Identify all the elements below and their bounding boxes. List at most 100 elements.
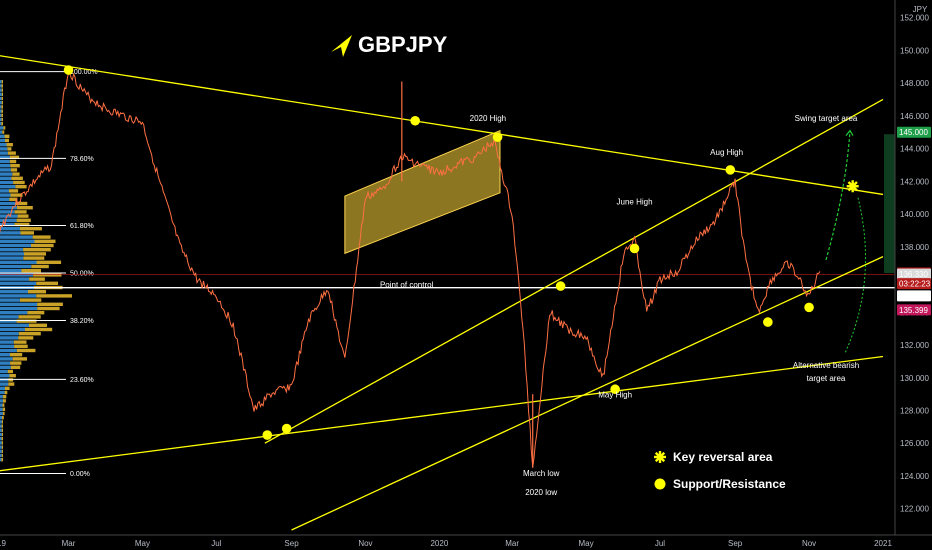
- volume-bar-buy: [0, 138, 5, 143]
- volume-bar-sell: [13, 180, 25, 185]
- volume-bar-buy: [0, 390, 5, 395]
- time-tick-label: Mar: [62, 539, 76, 548]
- volume-bar-buy: [0, 294, 37, 298]
- volume-bar-sell: [10, 193, 23, 197]
- volume-bar-buy: [0, 117, 2, 122]
- volume-bar-buy: [0, 399, 3, 403]
- annotation-label: 2020 High: [470, 114, 506, 123]
- volume-bar-sell: [36, 294, 72, 298]
- price-tag-label: 135.717: [899, 292, 928, 301]
- long-support-line: [0, 355, 884, 472]
- volume-bar-buy: [0, 332, 19, 336]
- annotation-label: Aug High: [710, 148, 743, 157]
- volume-bar-buy: [0, 420, 2, 424]
- price-tag-box: [897, 126, 931, 138]
- volume-bar-buy: [0, 231, 21, 235]
- volume-bar-buy: [0, 176, 12, 180]
- volume-bar-buy: [0, 437, 2, 441]
- volume-bar-sell: [8, 382, 15, 386]
- support-resistance-dot: [410, 115, 420, 126]
- volume-bar-buy: [0, 432, 2, 437]
- volume-bar-buy: [0, 344, 15, 348]
- volume-bar-buy: [0, 302, 38, 306]
- volume-bar-sell: [1, 92, 3, 96]
- rising-trendline: [264, 98, 884, 444]
- volume-bar-buy: [0, 84, 2, 88]
- volume-bar-buy: [0, 386, 5, 390]
- volume-bar-sell: [5, 138, 9, 143]
- price-tick-label: 140.000: [900, 210, 929, 219]
- volume-bar-sell: [1, 449, 3, 453]
- volume-bar-sell: [10, 353, 23, 357]
- volume-bar-sell: [20, 227, 42, 231]
- time-axis[interactable]: 2019 Mar May Jul Sep Nov 2020 Mar May Jul Sep Nov 20…: [0, 534, 932, 548]
- legend-label: Support/Resistance: [673, 477, 786, 491]
- price-tick-label: 148.000: [900, 79, 929, 88]
- volume-bar-sell: [12, 357, 27, 361]
- volume-bar-buy: [0, 256, 24, 260]
- price-tick-label: 130.000: [900, 374, 929, 383]
- volume-bar-buy: [0, 159, 10, 164]
- time-tick-label: May: [578, 539, 593, 548]
- volume-bar-buy: [0, 361, 11, 365]
- volume-bar-buy: [0, 365, 11, 369]
- arrow-head-icon: [845, 129, 854, 136]
- price-tick-label: 126.000: [900, 439, 929, 448]
- volume-bar-buy: [0, 206, 17, 210]
- volume-bar-sell: [24, 252, 46, 256]
- fibonacci-levels: 100.00% 78.60% 61.80% 50.00% 38.20% 23.60% 0.0…: [0, 69, 895, 478]
- price-tick-label: 142.000: [900, 177, 929, 186]
- price-tick-label: 122.000: [900, 505, 929, 514]
- volume-bar-sell: [1, 88, 3, 92]
- fib-label: 50.00%: [70, 271, 94, 278]
- volume-bar-sell: [1, 109, 3, 113]
- price-tick-label: 144.000: [900, 145, 929, 154]
- legend: Key reversal area Support/Resistance: [654, 450, 786, 491]
- price-tick-label: 146.000: [900, 112, 929, 121]
- volume-bar-buy: [0, 416, 2, 420]
- volume-bar-sell: [11, 176, 23, 180]
- chart-title: GBPJPY: [331, 32, 448, 57]
- volume-bar-buy: [0, 185, 16, 189]
- volume-bar-sell: [21, 269, 41, 273]
- fib-label: 38.20%: [70, 318, 94, 325]
- volume-bar-buy: [0, 411, 3, 416]
- volume-bar-buy: [0, 428, 2, 432]
- volume-bar-buy: [0, 172, 13, 176]
- price-tags: 145.000136.400136.33003:22:23135.717135.…: [897, 126, 931, 316]
- volume-bar-sell: [5, 386, 10, 390]
- volume-bar-buy: [0, 319, 17, 323]
- price-tick-label: 138.000: [900, 243, 929, 252]
- annotation-label: June High: [617, 197, 653, 206]
- fib-label: 0.00%: [70, 471, 90, 478]
- time-tick-label: May: [135, 539, 150, 548]
- support-resistance-dot: [610, 384, 620, 395]
- volume-bar-buy: [0, 239, 35, 243]
- volume-bar-sell: [27, 311, 45, 315]
- currency-label: JPY: [913, 5, 928, 14]
- volume-bar-sell: [2, 395, 7, 399]
- legend-circle-icon: [654, 478, 666, 490]
- support-resistance-dot: [492, 132, 503, 142]
- volume-bar-buy: [0, 248, 24, 252]
- swing-target: [825, 129, 895, 354]
- support-resistance-dot: [629, 243, 640, 254]
- fib-label: 23.60%: [70, 377, 94, 384]
- volume-bar-sell: [9, 197, 18, 201]
- volume-bar-buy: [0, 122, 2, 126]
- volume-bar-sell: [23, 248, 51, 252]
- volume-bar-sell: [7, 369, 13, 374]
- volume-bar-sell: [23, 256, 45, 260]
- alternative-bearish-arrow: [844, 197, 867, 354]
- volume-bar-sell: [16, 348, 36, 353]
- volume-bar-sell: [2, 403, 5, 407]
- volume-bar-sell: [1, 122, 3, 126]
- annotation-label: May High: [598, 390, 632, 399]
- volume-bar-sell: [36, 260, 62, 264]
- volume-bar-buy: [0, 227, 20, 231]
- price-tag-label: 136.330: [899, 270, 928, 279]
- price-tag-label: 145.000: [899, 128, 928, 137]
- volume-bar-sell: [3, 399, 6, 403]
- support-resistance-dot: [555, 281, 566, 291]
